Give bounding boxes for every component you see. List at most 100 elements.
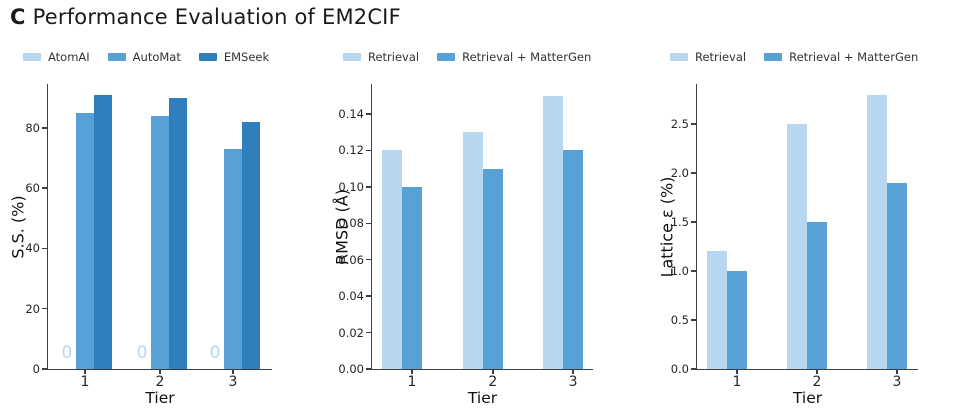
bar-retrieval-mattergen-tier2	[482, 168, 503, 369]
y-tick-mark	[41, 187, 47, 189]
x-tick-label: 3	[568, 374, 578, 390]
y-tick-mark	[690, 221, 696, 223]
x-tick-label: 3	[228, 374, 238, 390]
legend-item: Retrieval	[343, 50, 419, 64]
x-tick-label: 2	[488, 374, 498, 390]
figure-title-text: Performance Evaluation of EM2CIF	[32, 5, 401, 29]
x-axis-label: Tier	[145, 389, 175, 407]
x-tick-label: 1	[80, 374, 90, 390]
y-tick-label: 0.08	[338, 216, 364, 231]
bar-retrieval-mattergen-tier3	[887, 182, 907, 369]
legend-label: Retrieval + MatterGen	[462, 50, 592, 64]
legend-rmsd: Retrieval Retrieval + MatterGen	[343, 50, 591, 64]
x-tick-mark	[896, 369, 898, 374]
x-tick-label: 1	[732, 374, 742, 390]
plot-area	[370, 84, 593, 370]
y-tick-mark	[365, 331, 371, 334]
bar-retrieval-tier1	[707, 251, 727, 369]
x-tick-mark	[492, 369, 494, 374]
bar-value-label: 0	[61, 343, 73, 363]
plot-area	[695, 84, 918, 370]
x-tick-mark	[84, 369, 86, 374]
y-tick-label: 40	[25, 241, 40, 256]
bar-retrieval-tier1	[382, 150, 402, 369]
x-tick-mark	[232, 369, 234, 374]
plot-area	[46, 84, 272, 370]
legend-lattice-strain: Retrieval Retrieval + MatterGen	[670, 50, 918, 64]
legend-label: EMSeek	[223, 50, 270, 64]
y-tick-mark	[365, 295, 371, 297]
bar-retrieval-mattergen-tier1	[402, 186, 422, 369]
y-tick-mark	[690, 319, 696, 321]
bar-retrieval-tier3	[543, 95, 564, 369]
y-tick-mark	[690, 368, 696, 370]
y-tick-mark	[41, 368, 47, 370]
bar-retrieval-tier3	[867, 94, 887, 369]
y-tick-label: 0.06	[338, 252, 364, 267]
y-tick-mark	[365, 186, 371, 188]
legend-item: Retrieval + MatterGen	[437, 50, 591, 64]
y-tick-label: 1.5	[670, 215, 689, 230]
bar-retrieval-mattergen-tier2	[807, 222, 827, 369]
legend-label: Retrieval	[695, 50, 747, 64]
x-tick-label: 2	[812, 374, 822, 390]
legend-structure-similarity: AtomAI AutoMat EMSeek	[23, 50, 269, 64]
y-tick-mark	[365, 222, 371, 225]
bar-automat-tier2	[151, 115, 169, 369]
bar-retrieval-mattergen-tier3	[563, 150, 584, 369]
legend-swatch	[23, 53, 41, 61]
bar-automat-tier1	[75, 112, 94, 369]
legend-swatch	[107, 53, 126, 61]
y-tick-label: 0.10	[338, 179, 364, 194]
y-tick-label: 0.5	[670, 313, 689, 328]
legend-label: AtomAI	[48, 50, 90, 64]
x-tick-mark	[816, 369, 818, 374]
y-tick-mark	[365, 368, 371, 370]
y-tick-label: 80	[25, 120, 40, 135]
y-tick-label: 0.04	[338, 289, 364, 304]
legend-swatch	[670, 53, 688, 61]
y-tick-label: 60	[25, 181, 40, 196]
y-tick-label: 0.14	[338, 107, 364, 122]
y-tick-label: 1.0	[670, 264, 689, 279]
bar-emseek-tier1	[93, 94, 112, 369]
legend-label: Retrieval	[368, 50, 420, 64]
legend-item: AtomAI	[23, 50, 90, 64]
x-axis-label: Tier	[467, 389, 498, 407]
x-tick-mark	[411, 369, 413, 374]
bar-value-label: 0	[136, 343, 148, 363]
y-tick-mark	[690, 270, 696, 272]
legend-label: AutoMat	[132, 50, 181, 64]
x-axis-label: Tier	[792, 389, 823, 407]
bar-retrieval-tier2	[787, 124, 807, 369]
y-tick-mark	[365, 149, 371, 152]
x-tick-label: 1	[407, 374, 417, 390]
figure-title: C Performance Evaluation of EM2CIF	[10, 5, 401, 29]
y-tick-label: 0.0	[670, 362, 689, 376]
y-tick-label: 0.02	[338, 325, 364, 340]
y-tick-mark	[41, 307, 47, 310]
y-tick-label: 2.5	[670, 117, 689, 132]
y-tick-mark	[690, 172, 696, 174]
bar-emseek-tier3	[242, 121, 261, 369]
y-tick-label: 0.12	[338, 143, 364, 158]
x-tick-label: 3	[892, 374, 902, 390]
x-tick-mark	[159, 369, 161, 374]
bar-value-label: 0	[209, 343, 221, 363]
y-tick-mark	[41, 127, 47, 129]
figure-label-c: C	[10, 5, 26, 29]
x-tick-mark	[572, 369, 574, 374]
bar-retrieval-mattergen-tier1	[727, 271, 747, 369]
legend-item: Retrieval	[670, 50, 746, 64]
bar-emseek-tier2	[169, 97, 187, 369]
bar-automat-tier3	[224, 149, 243, 369]
legend-swatch	[198, 53, 217, 61]
legend-swatch	[437, 53, 456, 61]
x-tick-mark	[736, 369, 738, 374]
y-tick-label: 0.00	[338, 362, 364, 376]
legend-swatch	[764, 53, 783, 61]
